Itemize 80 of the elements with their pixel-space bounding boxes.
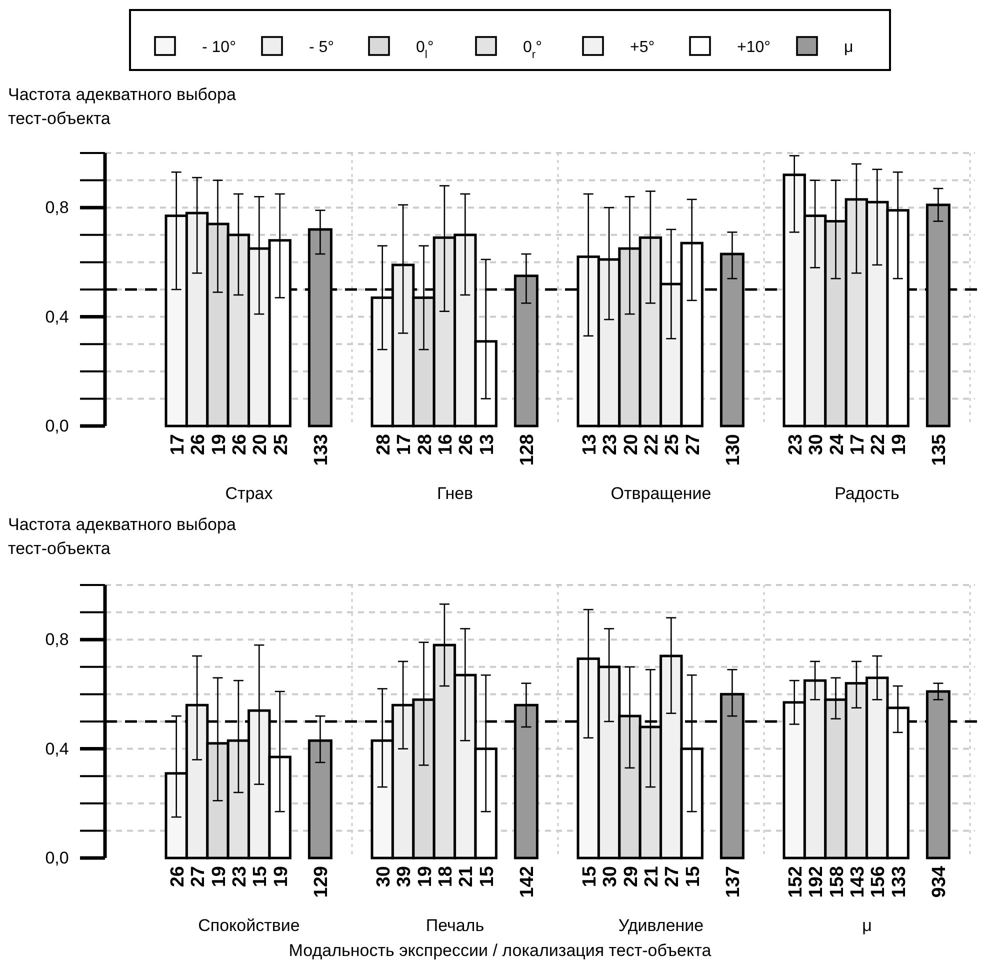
x-tick-label: Удивление [618, 916, 704, 935]
text: 25 [270, 434, 292, 456]
x-tick-label: Страх [225, 484, 274, 503]
text: 135 [929, 434, 950, 466]
legend-label: - 5° [309, 39, 334, 56]
legend-label: 0$_{l}$° [416, 39, 434, 61]
text: 156 [868, 866, 890, 898]
text: 39 [394, 866, 416, 888]
text: 26 [229, 434, 250, 456]
x-tick-label: Радость [834, 484, 900, 503]
text: 23 [600, 434, 622, 456]
text: 20 [620, 434, 642, 456]
text: 17 [167, 434, 188, 456]
text: 19 [208, 866, 230, 888]
text: 28 [414, 434, 436, 456]
text: 19 [888, 434, 910, 456]
text: 13 [579, 434, 600, 456]
text: 192 [806, 866, 828, 898]
text: 158 [826, 866, 848, 898]
y-tick-label: 0,8 [45, 630, 69, 650]
x-tick-label: Печаль [426, 916, 484, 935]
text: 22 [641, 434, 662, 456]
text: 22 [868, 434, 890, 456]
text: 27 [682, 434, 704, 456]
legend-label: 0$_{r}$° [523, 39, 542, 61]
x-tick-label: Спокойствие [198, 916, 300, 935]
text: 30 [373, 866, 394, 888]
text: 18 [435, 866, 456, 888]
y-tick-label: 0,8 [45, 198, 69, 218]
text: 25 [662, 434, 684, 456]
text: 13 [476, 434, 498, 456]
text: 21 [456, 866, 478, 888]
y-tick-label: 0,0 [45, 416, 69, 436]
text: 29 [620, 866, 642, 888]
text: 15 [250, 866, 272, 888]
text: 129 [311, 866, 332, 898]
y-axis-title: Частота адекватного выбора тест-объекта [8, 515, 236, 558]
text: 934 [929, 866, 950, 898]
text: 137 [723, 866, 744, 898]
text: 27 [662, 866, 684, 888]
text: 16 [435, 434, 456, 456]
legend-label: +10° [737, 39, 771, 56]
text: 17 [847, 434, 868, 456]
legend-label: +5° [630, 39, 655, 56]
text: 133 [311, 434, 332, 466]
text: 26 [188, 434, 210, 456]
text: 128 [517, 434, 538, 466]
y-tick-label: 0,4 [45, 307, 69, 326]
text: 27 [188, 866, 210, 888]
text: 15 [682, 866, 704, 888]
text: 26 [167, 866, 188, 888]
y-axis-title: Частота адекватного выбора тест-объекта [8, 85, 236, 128]
text: 30 [806, 434, 828, 456]
text: 152 [785, 866, 806, 898]
text: 30 [600, 866, 622, 888]
text: 26 [456, 434, 478, 456]
x-axis-title: Модальность экспрессии / локализация тест-объекта [288, 941, 712, 960]
y-tick-label: 0,4 [45, 739, 69, 758]
legend-label: μ [844, 39, 854, 56]
legend-label: - 10° [202, 39, 236, 56]
text: 130 [723, 434, 744, 466]
text: 19 [270, 866, 292, 888]
text: 23 [785, 434, 806, 456]
x-tick-label: μ [862, 916, 872, 935]
text: 15 [476, 866, 498, 888]
text: 142 [517, 866, 538, 898]
text: 143 [847, 866, 868, 898]
text: 21 [641, 866, 662, 888]
text: 19 [208, 434, 230, 456]
text: 133 [888, 866, 910, 898]
x-tick-label: Гнев [436, 484, 474, 503]
text: 15 [579, 866, 600, 888]
text: 20 [250, 434, 272, 456]
x-tick-label: Отвращение [610, 484, 712, 503]
text: 23 [229, 866, 250, 888]
text: 17 [394, 434, 416, 456]
text: 19 [414, 866, 436, 888]
text: 28 [373, 434, 394, 456]
y-tick-label: 0,0 [45, 848, 69, 868]
text: 24 [826, 434, 848, 456]
